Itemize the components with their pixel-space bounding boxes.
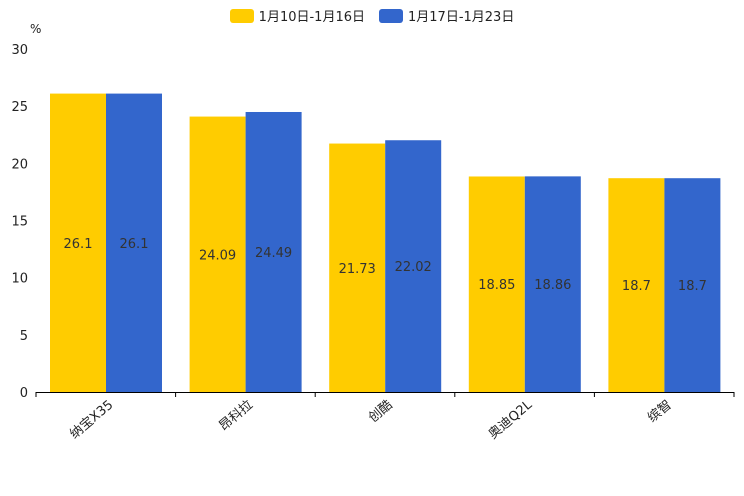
bar-value-label: 21.73 xyxy=(339,262,376,277)
y-tick-label: 10 xyxy=(11,272,28,287)
bar-value-label: 22.02 xyxy=(395,260,432,275)
bar-value-label: 18.86 xyxy=(534,278,571,293)
bar-value-label: 18.7 xyxy=(622,279,651,294)
bar-chart: 0 5 10 15 20 25 30 26.1 24.09 21.73 18.85 18.7 26.1 2… xyxy=(0,0,744,496)
bar-value-label: 18.85 xyxy=(478,278,515,293)
bar-value-label: 18.7 xyxy=(678,279,707,294)
bar-value-label: 26.1 xyxy=(120,237,149,252)
x-tick-label: 创酷 xyxy=(366,398,396,426)
y-tick-label: 5 xyxy=(20,329,28,344)
x-tick-label: 纳宝X35 xyxy=(67,398,116,443)
y-tick-label: 25 xyxy=(11,100,28,115)
x-tick-label: 奥迪Q2L xyxy=(486,397,536,442)
x-tick-label: 缤智 xyxy=(645,397,675,426)
x-tick-label: 昂科拉 xyxy=(216,398,256,435)
y-tick-label: 20 xyxy=(11,157,28,172)
y-tick-label: 0 xyxy=(20,386,28,401)
bar-value-label: 26.1 xyxy=(64,237,93,252)
bar-value-label: 24.49 xyxy=(255,246,292,261)
bar-value-label: 24.09 xyxy=(199,248,236,263)
y-tick-label: 15 xyxy=(11,215,28,230)
y-tick-label: 30 xyxy=(11,43,28,58)
